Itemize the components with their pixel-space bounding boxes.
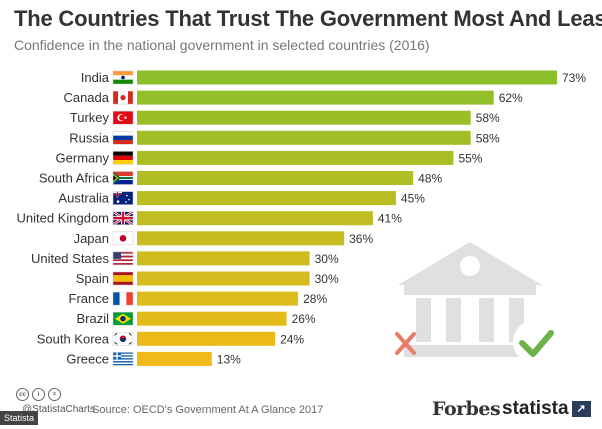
category-label: Turkey xyxy=(70,110,110,125)
bar-france xyxy=(137,291,299,306)
category-label: France xyxy=(69,291,109,306)
bar-turkey xyxy=(137,110,471,125)
value-label: 58% xyxy=(476,111,500,125)
government-building-icon xyxy=(398,242,542,357)
value-label: 24% xyxy=(280,332,304,346)
chart-title: The Countries That Trust The Government … xyxy=(14,6,602,31)
bar-greece xyxy=(137,351,212,366)
bar-spain xyxy=(137,271,310,286)
value-label: 26% xyxy=(292,312,316,326)
check-mark-icon xyxy=(513,320,557,364)
bar-canada xyxy=(137,90,494,105)
value-label: 36% xyxy=(349,232,373,246)
category-label: Japan xyxy=(74,231,109,246)
bar-russia xyxy=(137,130,471,145)
flag-germany-icon xyxy=(112,151,134,165)
bar-japan xyxy=(137,231,345,246)
footer-credit: cc i = xyxy=(16,388,61,401)
value-label: 30% xyxy=(315,272,339,286)
flag-south-korea-icon xyxy=(112,332,134,346)
category-label: India xyxy=(81,70,110,85)
category-label: South Africa xyxy=(39,171,110,186)
bar-united-kingdom xyxy=(137,211,373,226)
flag-india-icon xyxy=(112,70,134,85)
flag-russia-icon xyxy=(112,131,134,145)
statista-wordmark: statista xyxy=(502,398,569,419)
flag-spain-icon xyxy=(112,271,134,286)
bar-australia xyxy=(137,191,396,206)
value-label: 41% xyxy=(378,212,402,226)
category-label: Greece xyxy=(66,351,109,366)
flag-south-africa-icon xyxy=(112,171,134,185)
category-label: Brazil xyxy=(76,311,109,326)
bar-united-states xyxy=(137,251,310,266)
government-illustration xyxy=(395,242,557,364)
flag-australia-icon xyxy=(112,191,134,205)
statista-handle: @StatistaCharts xyxy=(22,404,95,415)
value-label: 13% xyxy=(217,352,241,366)
source-text: Source: OECD's Government At A Glance 20… xyxy=(92,404,324,416)
bar-india xyxy=(137,70,557,85)
bars-group: India 73% Canada 62% Turkey 58% Russia 58% Germa… xyxy=(17,70,587,366)
category-label: Russia xyxy=(69,130,110,145)
forbes-logo: Forbes xyxy=(432,398,501,420)
bar-south-korea xyxy=(137,331,276,346)
value-label: 30% xyxy=(315,252,339,266)
value-label: 62% xyxy=(499,91,523,105)
flag-united-states-icon xyxy=(112,251,134,266)
category-label: Germany xyxy=(56,150,110,165)
chart-subtitle: Confidence in the national government in… xyxy=(14,37,430,53)
flag-greece-icon xyxy=(112,352,134,366)
cc-nd-icon: = xyxy=(48,388,61,401)
statista-logo: statista ↗ xyxy=(502,398,591,420)
cross-mark-icon xyxy=(395,332,416,355)
value-label: 73% xyxy=(562,71,586,85)
flag-turkey-icon xyxy=(112,110,134,125)
category-label: United Kingdom xyxy=(17,211,110,226)
flag-france-icon xyxy=(112,291,134,306)
value-label: 28% xyxy=(303,292,327,306)
statista-mark-icon: ↗ xyxy=(571,401,591,417)
watermark: Statista xyxy=(0,411,39,425)
value-label: 58% xyxy=(476,131,500,145)
flag-brazil-icon xyxy=(112,311,134,326)
value-label: 45% xyxy=(401,192,425,206)
flag-canada-icon xyxy=(112,90,134,105)
category-label: Australia xyxy=(58,191,109,206)
cc-by-icon: i xyxy=(32,388,45,401)
value-label: 48% xyxy=(418,172,442,186)
cc-license-icon: cc xyxy=(16,388,29,401)
category-label: Spain xyxy=(76,271,109,286)
category-label: United States xyxy=(31,251,110,266)
bar-south-africa xyxy=(137,171,414,185)
bar-brazil xyxy=(137,311,287,326)
flag-japan-icon xyxy=(112,231,134,246)
flag-united-kingdom-icon xyxy=(112,210,134,226)
bar-germany xyxy=(137,150,454,165)
category-label: South Korea xyxy=(37,331,110,346)
value-label: 55% xyxy=(458,151,482,165)
category-label: Canada xyxy=(63,90,109,105)
